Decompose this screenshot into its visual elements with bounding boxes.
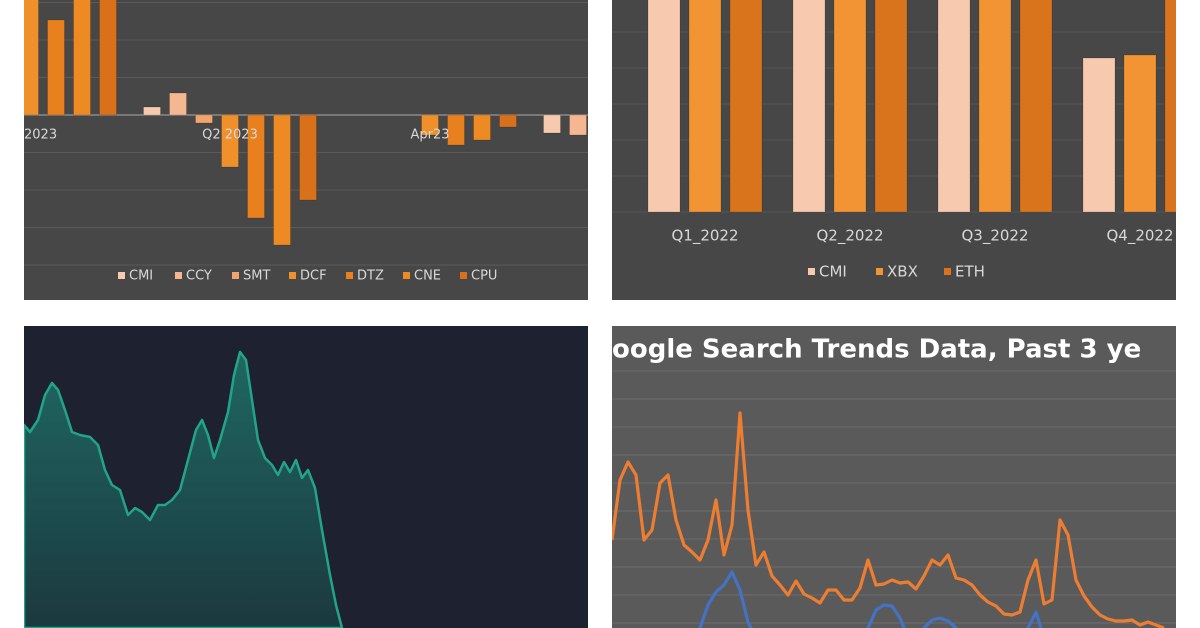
bar [99, 0, 117, 116]
x-tick-label: Apr23 [410, 128, 449, 143]
x-tick-label: Q3_2022 [961, 227, 1028, 246]
bar [247, 114, 265, 219]
line-series [697, 570, 1043, 628]
x-tick-label: 2023 [24, 128, 57, 143]
legend-label: CNE [414, 269, 441, 284]
legend-label: DTZ [357, 269, 384, 284]
legend-marker [118, 272, 125, 279]
legend-label: CPU [471, 269, 497, 284]
legend-marker [944, 268, 951, 275]
bar [24, 0, 39, 116]
chart-panel: Q1_2022 Q2_2022 Q3_2022 Q4_2022 CMI XBX ETH [612, 0, 1176, 300]
legend-label: CMI [129, 269, 153, 284]
bar [833, 0, 867, 213]
legend-marker [289, 272, 296, 279]
legend-label: CCY [186, 269, 212, 284]
bar [221, 114, 239, 168]
bar [421, 114, 439, 136]
bar [143, 106, 161, 116]
legend-label: XBX [887, 263, 918, 281]
panel-background [612, 326, 1176, 628]
bar [447, 114, 465, 146]
line-series [612, 411, 1165, 628]
bar [729, 0, 763, 213]
bar [473, 114, 491, 141]
bar [1123, 54, 1157, 213]
legend-marker [808, 268, 815, 275]
area [24, 350, 344, 628]
chart-panel: 2023 Q2 2023 Apr23 CMI CCY SMT DCF DTZ CNE CPU [24, 0, 588, 300]
legend-label: ETH [955, 263, 985, 281]
bar [169, 92, 187, 116]
bar [273, 114, 291, 246]
legend-marker [403, 272, 410, 279]
legend-label: DCF [300, 269, 327, 284]
legend-label: CMI [819, 263, 847, 281]
bar [195, 114, 213, 124]
x-tick-label: Q2_2022 [816, 227, 883, 246]
x-tick-label: Q4_2022 [1106, 227, 1173, 246]
legend-marker [876, 268, 883, 275]
x-tick-label: Q1_2022 [671, 227, 738, 246]
bar [569, 114, 587, 136]
bar [299, 114, 317, 201]
legend-marker [346, 272, 353, 279]
bar [792, 0, 826, 213]
chart-panel [24, 326, 588, 628]
bar [499, 114, 517, 128]
bar [647, 0, 681, 213]
bar [73, 0, 91, 116]
bar [874, 0, 908, 213]
legend-marker [460, 272, 467, 279]
bar [688, 0, 722, 213]
bar [937, 0, 971, 213]
bar [1082, 57, 1116, 213]
legend-marker [175, 272, 182, 279]
legend-label: SMT [243, 269, 270, 284]
chart-panel: oogle Search Trends Data, Past 3 ye [612, 326, 1176, 628]
bar [1164, 0, 1176, 213]
legend-marker [232, 272, 239, 279]
bar [543, 114, 561, 134]
x-tick-label: Q2 2023 [202, 128, 258, 143]
chart-title: oogle Search Trends Data, Past 3 ye [612, 335, 1141, 365]
bar [1019, 0, 1053, 213]
bar [978, 0, 1012, 213]
bar [47, 19, 65, 116]
